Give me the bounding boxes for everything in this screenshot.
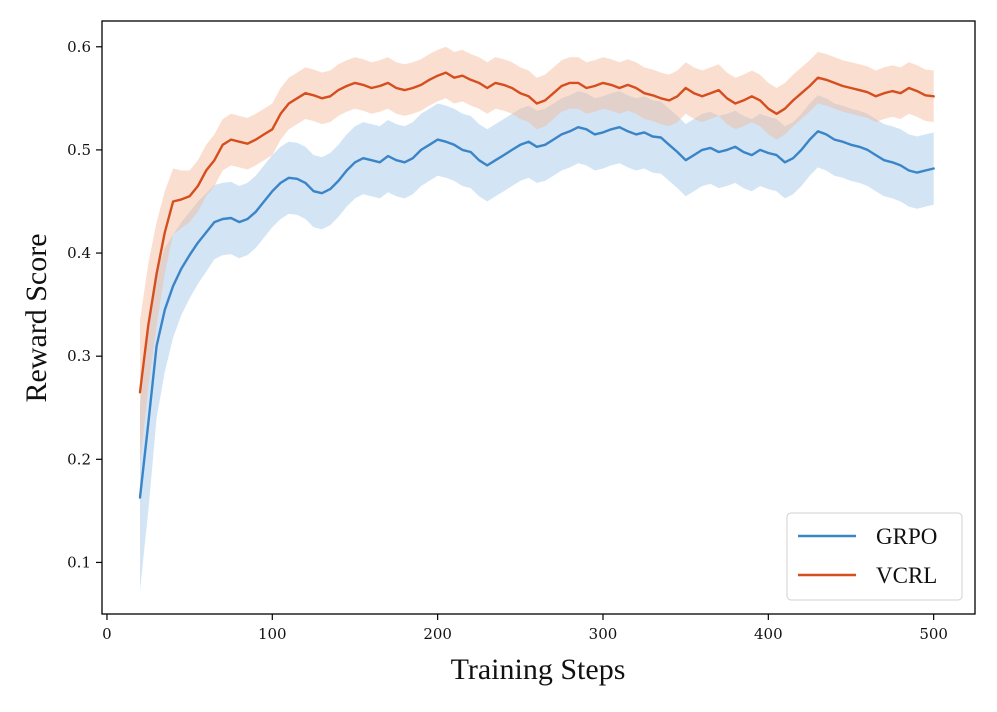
legend: GRPO VCRL [786,512,963,601]
y-axis-label: Reward Score [20,233,53,402]
line-vcrl [138,71,935,394]
x-tick-label: 100 [258,625,287,643]
band-grpo [140,91,934,591]
x-tick-label: 400 [754,625,783,643]
y-tick-label: 0.6 [67,38,91,56]
y-tick-label: 0.1 [67,553,91,571]
x-tick-label: 0 [102,625,112,643]
legend-label-vcrl: VCRL [876,563,937,588]
x-tick-label: 500 [919,625,948,643]
series-lines [138,71,935,499]
x-axis-ticks: 0 100 200 300 400 500 [102,614,948,643]
y-tick-label: 0.5 [67,141,91,159]
y-tick-label: 0.4 [67,244,91,262]
plot-frame [101,20,976,615]
line-grpo [138,125,935,499]
legend-label-grpo: GRPO [876,524,937,549]
y-tick-label: 0.3 [67,347,91,365]
x-tick-label: 300 [589,625,618,643]
y-axis-ticks: 0.1 0.2 0.3 0.4 0.5 0.6 [67,38,102,571]
x-tick-label: 200 [423,625,452,643]
y-tick-label: 0.2 [67,450,91,468]
x-axis-label: Training Steps [451,653,626,686]
